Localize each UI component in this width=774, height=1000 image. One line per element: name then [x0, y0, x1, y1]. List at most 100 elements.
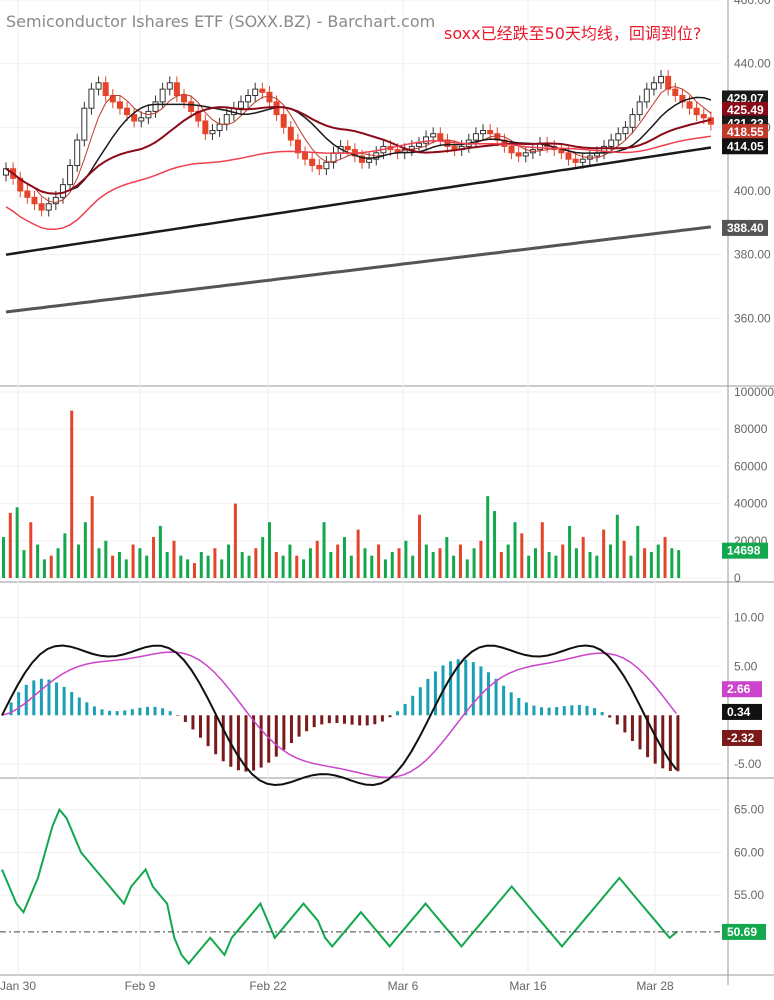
candle-body	[472, 133, 479, 141]
price-badge-label: 418.55	[727, 125, 764, 139]
volume-bar	[458, 544, 462, 578]
volume-bar	[636, 525, 640, 578]
candle-body	[437, 133, 444, 141]
volume-bar	[418, 514, 422, 578]
volume-bar	[649, 551, 653, 578]
candle-body	[159, 88, 166, 103]
macd-histogram-bar	[646, 715, 650, 758]
candle-body	[124, 107, 131, 116]
x-tick-label: Feb 22	[249, 979, 287, 993]
macd-histogram-bar	[92, 706, 96, 716]
ma-10-line	[5, 96, 712, 195]
macd-histogram-bar	[396, 711, 400, 716]
macd-histogram-bar	[191, 715, 195, 730]
volume-bar	[322, 522, 326, 578]
macd-histogram-bar	[365, 715, 369, 726]
volume-bar	[192, 563, 196, 578]
macd-histogram-bar	[653, 715, 657, 764]
price-badge-label: 388.40	[727, 221, 764, 235]
macd-histogram-bar	[456, 659, 460, 716]
candle-body	[608, 139, 615, 147]
volume-bar	[506, 544, 510, 578]
volume-bar	[138, 548, 142, 578]
candle-body	[237, 101, 244, 109]
macd-histogram-bar	[532, 705, 536, 716]
candle-body	[52, 196, 59, 205]
candle-body	[665, 75, 672, 90]
candle-body	[280, 114, 287, 128]
volume-bar	[377, 544, 381, 578]
rsi-line	[1, 807, 678, 966]
y-tick-label: 40000	[734, 497, 768, 511]
volume-bar	[622, 540, 626, 578]
volume-badge	[722, 542, 768, 559]
volume-bar	[77, 544, 81, 578]
volume-bar	[8, 512, 12, 578]
candle-body	[522, 152, 529, 157]
ma-50-line	[5, 135, 712, 231]
ma-200-line	[5, 225, 712, 314]
macd-histogram-bar	[206, 715, 210, 747]
y-tick-label: 60.00	[734, 845, 764, 859]
candle-body	[166, 82, 173, 90]
macd-histogram-bar	[130, 709, 134, 716]
macd-histogram-bar	[570, 705, 574, 716]
candle-body	[309, 158, 316, 167]
macd-histogram-bar	[320, 715, 324, 725]
annotation: soxx已经跌至50天均线，回调到位?	[444, 24, 702, 43]
macd-histogram-bar	[380, 715, 384, 722]
volume-bar	[145, 555, 149, 578]
volume-bar	[90, 496, 94, 578]
macd-histogram-bar	[449, 661, 453, 716]
candle-body	[316, 165, 323, 170]
volume-bar	[349, 555, 353, 578]
candle-body	[102, 82, 109, 97]
macd-badge	[722, 681, 762, 698]
volume-bar	[42, 559, 46, 578]
volume-bar	[615, 514, 619, 578]
volume-bar	[308, 548, 312, 578]
macd-line	[1, 644, 678, 787]
y-tick-label: 80000	[734, 422, 768, 436]
macd-histogram-bar	[244, 715, 248, 772]
volume-bar	[424, 544, 428, 578]
candle-body	[152, 101, 159, 112]
volume-bar	[629, 555, 633, 578]
macd-histogram-bar	[661, 715, 665, 769]
macd-histogram-bar	[373, 715, 377, 725]
y-tick-label: 55.00	[734, 888, 764, 902]
macd-histogram-bar	[630, 715, 634, 741]
candle-body	[565, 152, 572, 160]
volume-bar	[533, 548, 537, 578]
ma-20-line	[5, 105, 712, 195]
candle-body	[259, 88, 266, 93]
volume-bar	[540, 522, 544, 578]
volume-bar	[213, 548, 217, 578]
y-tick-label: 380.00	[734, 248, 771, 262]
macd-badge	[722, 729, 762, 746]
macd-histogram-bar	[524, 702, 528, 716]
volume-bar	[363, 548, 367, 578]
candle-body	[650, 82, 657, 90]
macd-histogram-bar	[145, 706, 149, 716]
candle-body	[31, 196, 38, 205]
candle-body	[188, 101, 195, 112]
macd-histogram-bar	[138, 707, 142, 716]
candle-body	[223, 114, 230, 125]
candle-body	[408, 145, 415, 151]
volume-bar	[111, 555, 115, 578]
macd-histogram-bar	[123, 710, 127, 716]
macd-histogram-bar	[168, 711, 172, 716]
volume-bar	[165, 551, 169, 578]
volume-bar	[29, 522, 33, 578]
volume-bar	[513, 522, 517, 578]
volume-bar	[472, 548, 476, 578]
macd-histogram-bar	[24, 684, 28, 716]
volume-bar	[158, 525, 162, 578]
volume-bar	[267, 522, 271, 578]
price-badge	[722, 138, 768, 155]
volume-bar	[97, 548, 101, 578]
volume-bar	[240, 551, 244, 578]
rsi-badge	[722, 923, 766, 940]
page-title: Semiconductor Ishares ETF (SOXX.BZ) - Ba…	[6, 12, 436, 31]
